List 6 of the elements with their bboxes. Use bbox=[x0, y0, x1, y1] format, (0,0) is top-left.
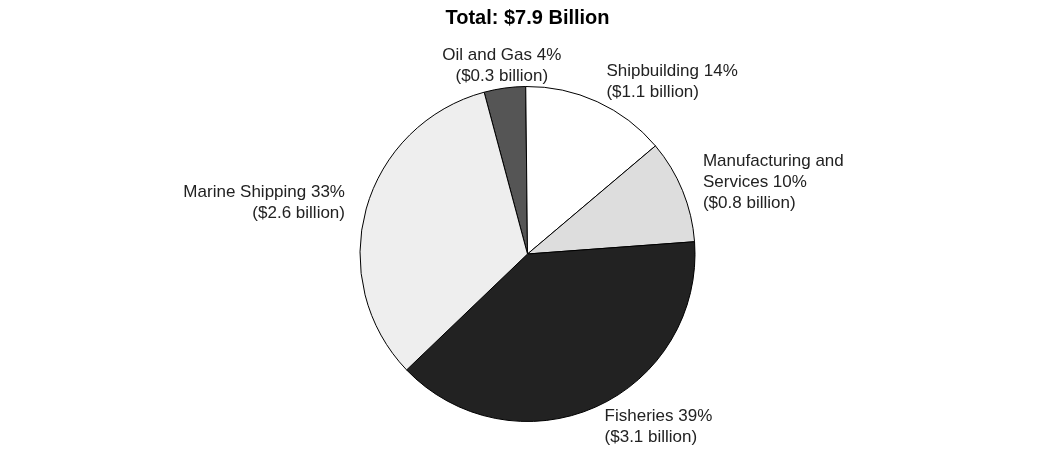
chart-title: Total: $7.9 Billion bbox=[445, 5, 610, 28]
slice-label: Shipbuilding 14% ($1.1 billion) bbox=[606, 60, 738, 101]
slice-label: Oil and Gas 4% ($0.3 billion) bbox=[442, 45, 562, 86]
slice-label: Manufacturing and Services 10% ($0.8 billion) bbox=[702, 151, 844, 213]
slice-label: Marine Shipping 33% ($2.6 billion) bbox=[183, 182, 345, 223]
slice-label: Fisheries 39% ($3.1 billion) bbox=[604, 406, 713, 447]
